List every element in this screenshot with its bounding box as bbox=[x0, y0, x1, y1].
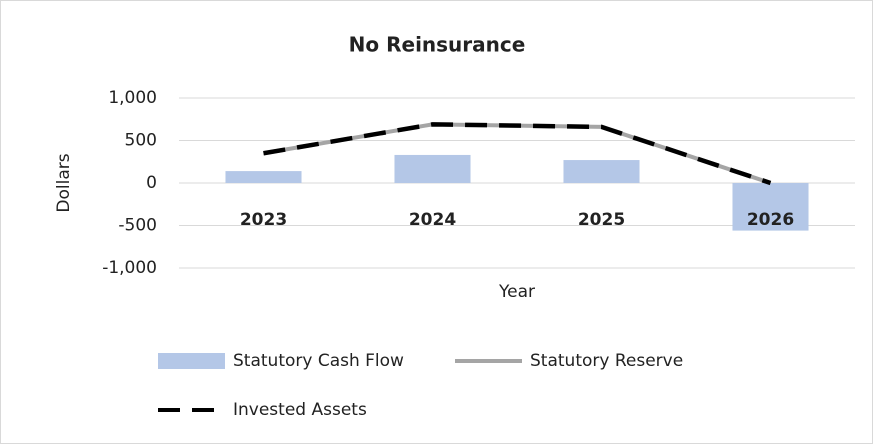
legend-label: Invested Assets bbox=[233, 400, 367, 420]
bar bbox=[394, 154, 471, 183]
y-tick-label: 500 bbox=[125, 131, 157, 151]
bar bbox=[225, 171, 302, 183]
legend-label: Statutory Cash Flow bbox=[233, 351, 404, 371]
x-tick-label: 2025 bbox=[578, 210, 625, 230]
y-tick-label: 0 bbox=[146, 173, 157, 193]
x-tick-label: 2024 bbox=[409, 210, 456, 230]
y-axis-label: Dollars bbox=[54, 153, 74, 212]
y-tick-label: -1,000 bbox=[102, 258, 157, 278]
y-tick-label: 1,000 bbox=[108, 88, 157, 108]
x-tick-label: 2023 bbox=[240, 210, 287, 230]
legend-swatch bbox=[158, 353, 225, 369]
legend-label: Statutory Reserve bbox=[530, 351, 683, 371]
bar bbox=[563, 160, 640, 183]
bar bbox=[732, 183, 809, 231]
line-series bbox=[263, 122, 772, 186]
x-tick-label: 2026 bbox=[747, 210, 794, 230]
chart-title: No Reinsurance bbox=[349, 33, 526, 57]
x-axis-label: Year bbox=[498, 282, 535, 302]
y-tick-label: -500 bbox=[118, 216, 157, 236]
